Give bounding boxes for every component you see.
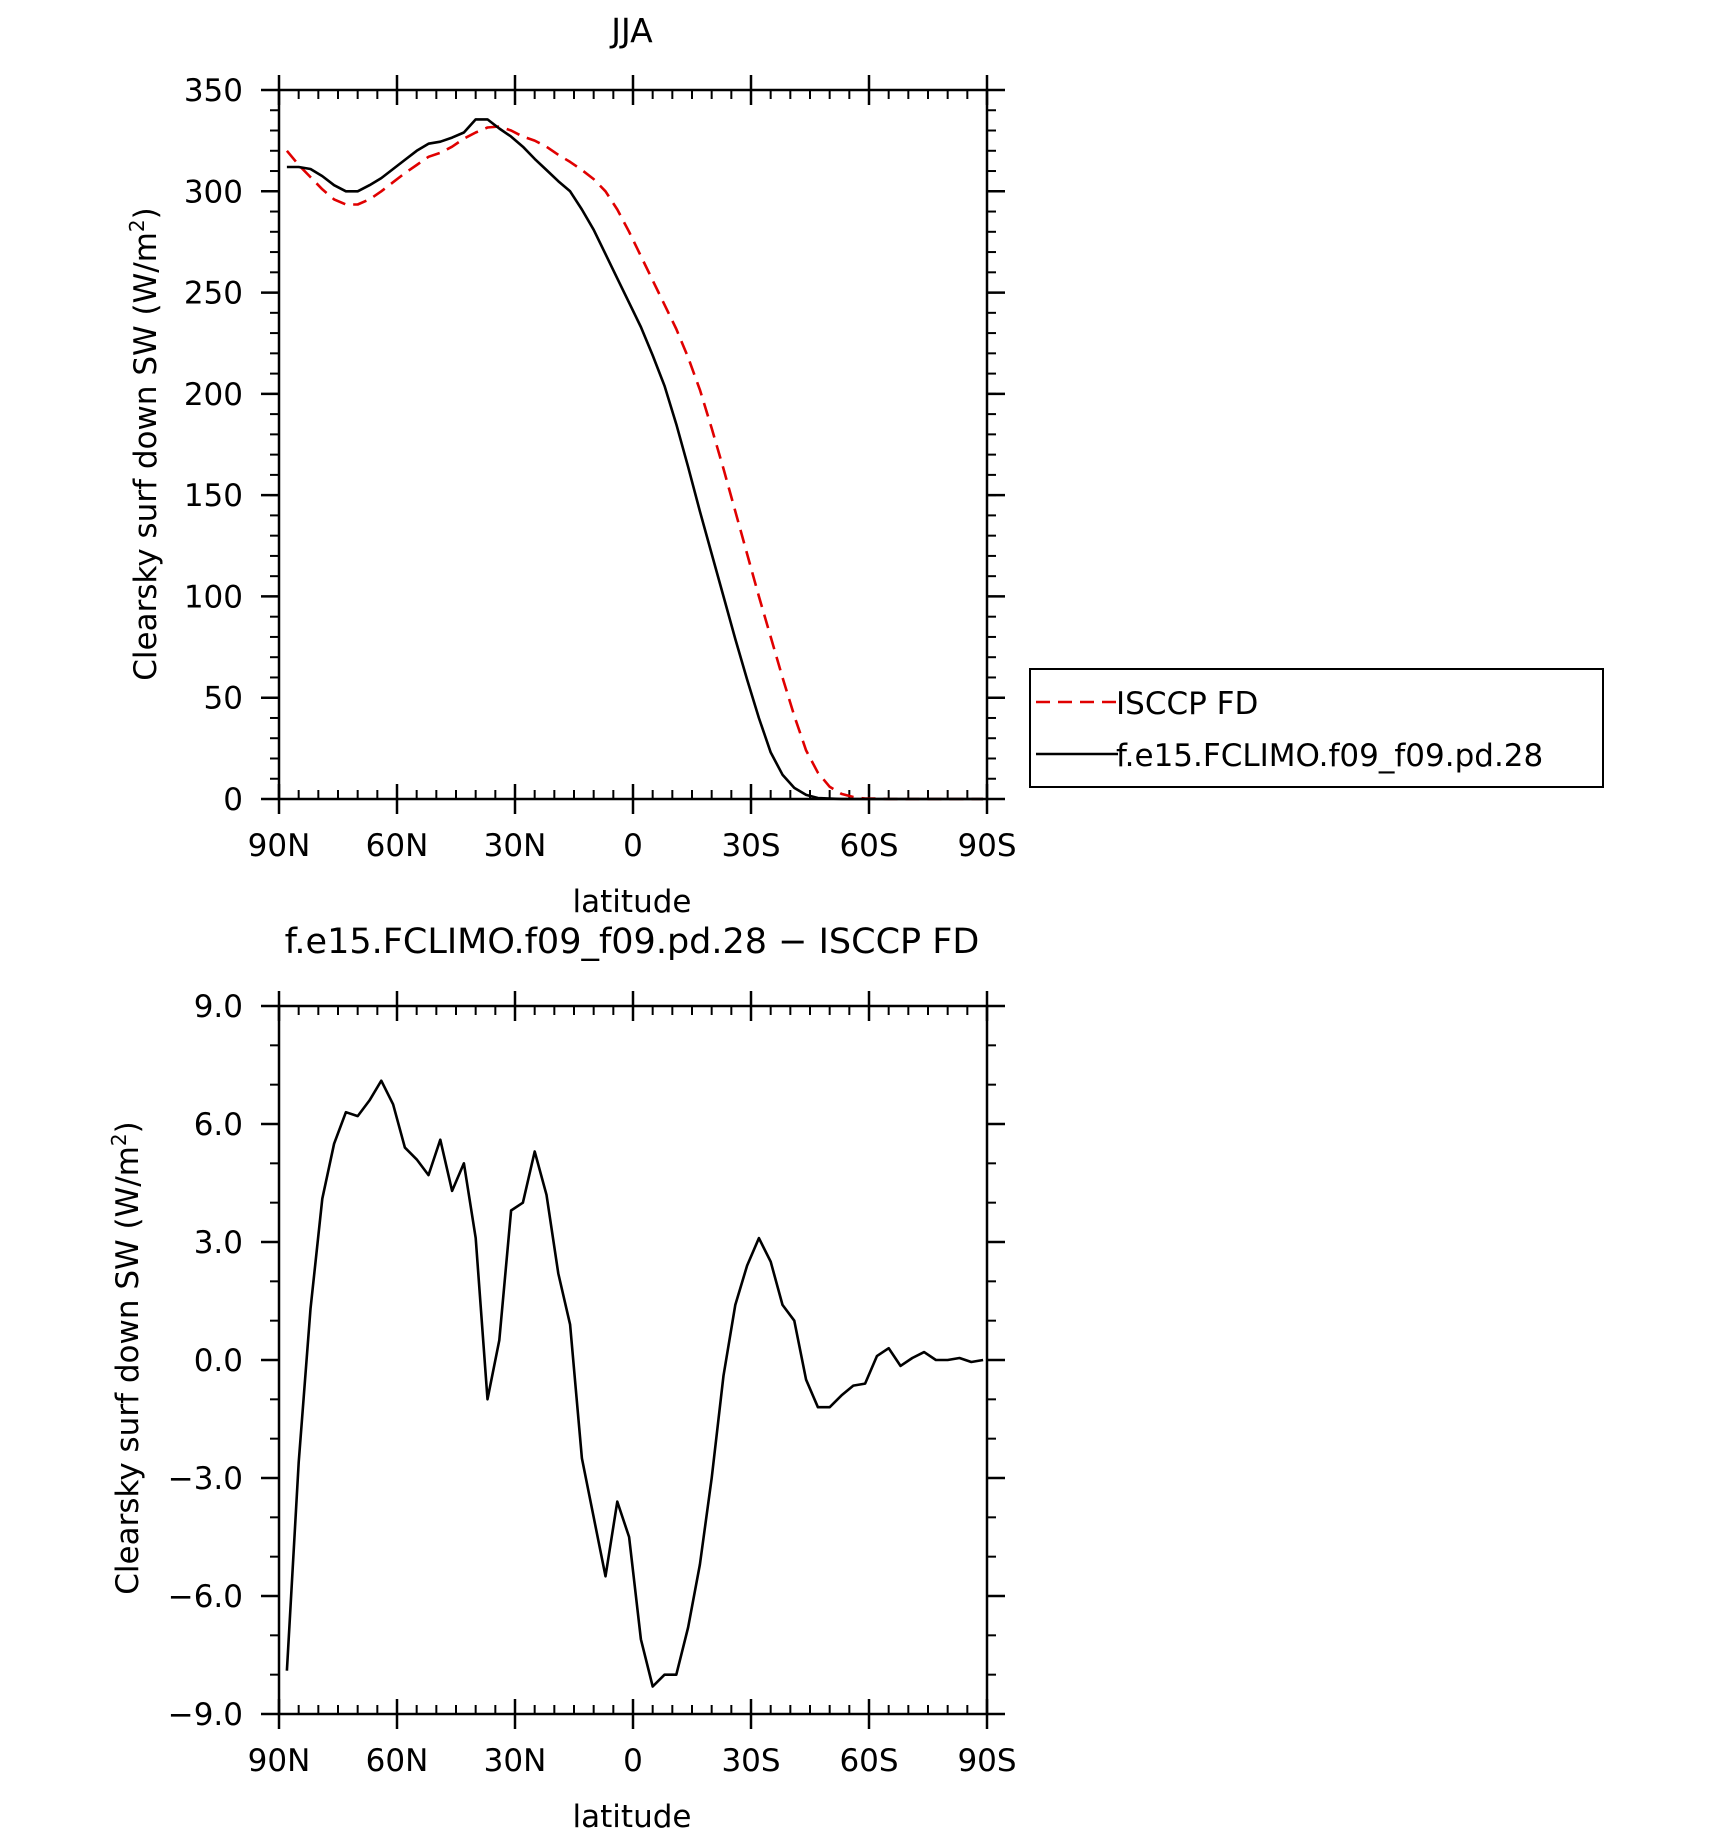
top-x-axis-label: latitude xyxy=(573,884,692,920)
bottom-x-tick-label: 30N xyxy=(484,1743,547,1779)
bottom-x-tick-label: 90N xyxy=(248,1743,311,1779)
top-y-tick-label: 0 xyxy=(223,782,243,818)
top-chart: JJA Clearsky surf down SW (W/m2) latitud… xyxy=(125,11,1017,920)
bottom-y-tick-label: 6.0 xyxy=(194,1107,243,1143)
top-x-tick-label: 90N xyxy=(248,828,311,864)
top-x-tick-label: 60S xyxy=(839,828,898,864)
top-y-axis-label-superscript: 2 xyxy=(125,219,149,232)
top-y-axis-label-close: ) xyxy=(128,207,164,219)
top-x-tick-label: 90S xyxy=(957,828,1016,864)
top-y-tick-label: 200 xyxy=(184,377,243,413)
legend-label-isccp: ISCCP FD xyxy=(1116,686,1258,722)
bottom-y-tick-label: −3.0 xyxy=(168,1461,243,1497)
top-chart-title: JJA xyxy=(609,11,653,50)
bottom-x-tick-label: 90S xyxy=(957,1743,1016,1779)
bottom-chart: f.e15.FCLIMO.f09_f09.pd.28 − ISCCP FD Cl… xyxy=(107,922,1017,1833)
bottom-plot-frame xyxy=(277,1004,989,1716)
top-y-axis-label: Clearsky surf down SW (W/m xyxy=(128,232,164,681)
bottom-x-tick-label: 30S xyxy=(721,1743,780,1779)
svg-text:Clearsky surf down SW (W/m2): Clearsky surf down SW (W/m2) xyxy=(125,207,164,681)
top-y-tick-label: 250 xyxy=(184,276,243,312)
top-y-tick-label: 50 xyxy=(204,681,243,717)
top-x-tick-label: 0 xyxy=(623,828,643,864)
legend-label-model: f.e15.FCLIMO.f09_f09.pd.28 xyxy=(1116,738,1543,774)
top-y-tick-label: 300 xyxy=(184,174,243,210)
legend: ISCCP FD f.e15.FCLIMO.f09_f09.pd.28 xyxy=(1029,668,1604,788)
bottom-y-axis-label-close: ) xyxy=(110,1121,146,1133)
bottom-x-tick-label: 60N xyxy=(366,1743,429,1779)
bottom-series-line-0 xyxy=(285,1079,984,1688)
bottom-chart-title: f.e15.FCLIMO.f09_f09.pd.28 − ISCCP FD xyxy=(285,922,980,962)
top-chart-y-axis-title: Clearsky surf down SW (W/m2) xyxy=(125,207,164,681)
bottom-y-tick-label: 9.0 xyxy=(194,989,243,1025)
top-y-tick-label: 100 xyxy=(184,579,243,615)
top-x-tick-label: 30S xyxy=(721,828,780,864)
top-plot-frame xyxy=(277,88,989,801)
top-x-tick-label: 30N xyxy=(484,828,547,864)
bottom-y-tick-label: −6.0 xyxy=(168,1579,243,1615)
bottom-y-axis-label: Clearsky surf down SW (W/m xyxy=(110,1146,146,1595)
top-x-tick-label: 60N xyxy=(366,828,429,864)
bottom-x-tick-label: 0 xyxy=(623,1743,643,1779)
bottom-chart-y-axis-title: Clearsky surf down SW (W/m2) xyxy=(107,1121,146,1595)
top-y-tick-label: 350 xyxy=(184,73,243,109)
svg-text:Clearsky surf down SW (W/m2): Clearsky surf down SW (W/m2) xyxy=(107,1121,146,1595)
bottom-axis-ticks: 90N 60N 30N 0 30S 60S 90S −9.0 −6.0 −3.0 0.0 3.0 6.0… xyxy=(168,989,1017,1779)
bottom-y-tick-label: 0.0 xyxy=(194,1343,243,1379)
bottom-x-axis-label: latitude xyxy=(573,1799,692,1833)
bottom-y-axis-label-superscript: 2 xyxy=(107,1133,131,1146)
bottom-series-lines xyxy=(285,1079,984,1688)
bottom-x-tick-label: 60S xyxy=(839,1743,898,1779)
top-y-tick-label: 150 xyxy=(184,478,243,514)
bottom-y-tick-label: −9.0 xyxy=(168,1697,243,1733)
top-axis-ticks: 90N 60N 30N 0 30S 60S 90S 0 50 100 150 200 250 300 350 xyxy=(184,73,1017,864)
bottom-y-tick-label: 3.0 xyxy=(194,1225,243,1261)
legend-box xyxy=(1029,668,1604,788)
